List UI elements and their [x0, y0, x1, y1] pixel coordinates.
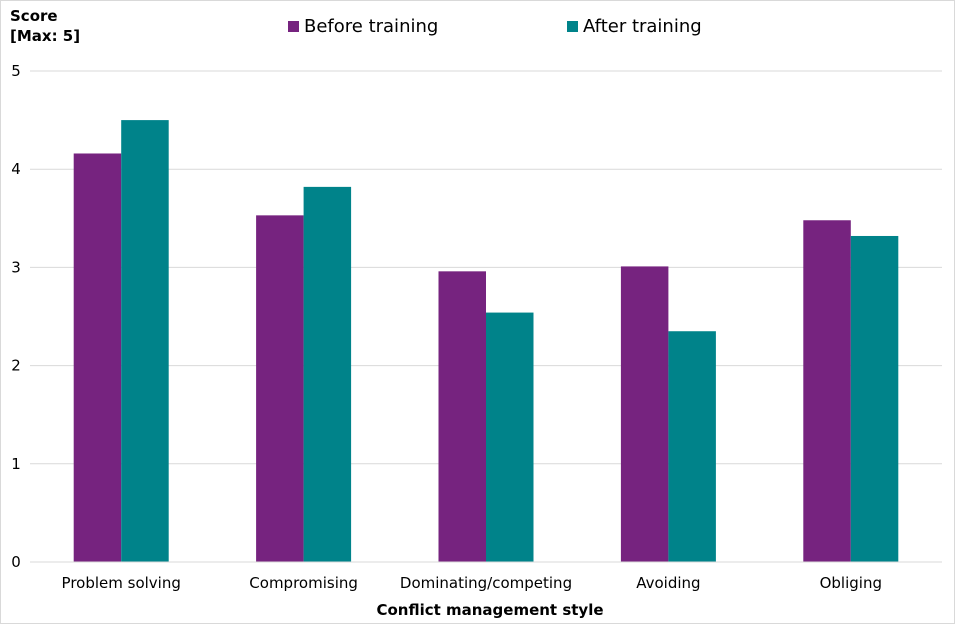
bar-before	[620, 266, 669, 562]
y-tick-label: 2	[11, 357, 21, 375]
bar-after	[486, 312, 534, 562]
y-axis-title-line-2: [Max: 5]	[10, 27, 81, 45]
x-tick-label: Avoiding	[636, 574, 700, 592]
legend-label-after: After training	[583, 16, 702, 37]
legend-label-before: Before training	[304, 16, 439, 37]
x-tick-label: Compromising	[249, 574, 358, 592]
bar-after	[668, 331, 716, 562]
bar-after	[303, 186, 352, 562]
bar-after	[121, 120, 169, 562]
y-tick-label: 4	[11, 160, 21, 178]
x-tick-label: Obliging	[820, 574, 882, 592]
x-axis-title: Conflict management style	[376, 601, 604, 619]
y-axis-title-line-1: Score	[10, 7, 58, 25]
bar-before	[73, 153, 122, 562]
x-tick-label: Dominating/competing	[400, 574, 572, 592]
legend-item-after: After training	[567, 16, 702, 37]
bar-before	[438, 271, 486, 562]
legend-swatch-before	[288, 21, 299, 32]
y-axis-title: Score [Max: 5]	[10, 6, 80, 46]
y-tick-label: 1	[11, 455, 21, 473]
bar-before	[256, 215, 304, 562]
x-tick-label: Problem solving	[62, 574, 181, 592]
legend-item-before: Before training	[288, 16, 438, 37]
y-tick-label: 5	[11, 62, 21, 80]
y-tick-label: 0	[11, 553, 21, 571]
y-tick-label: 3	[11, 258, 21, 276]
bar-after	[850, 235, 899, 562]
bar-before	[803, 220, 851, 562]
legend-swatch-after	[567, 21, 578, 32]
